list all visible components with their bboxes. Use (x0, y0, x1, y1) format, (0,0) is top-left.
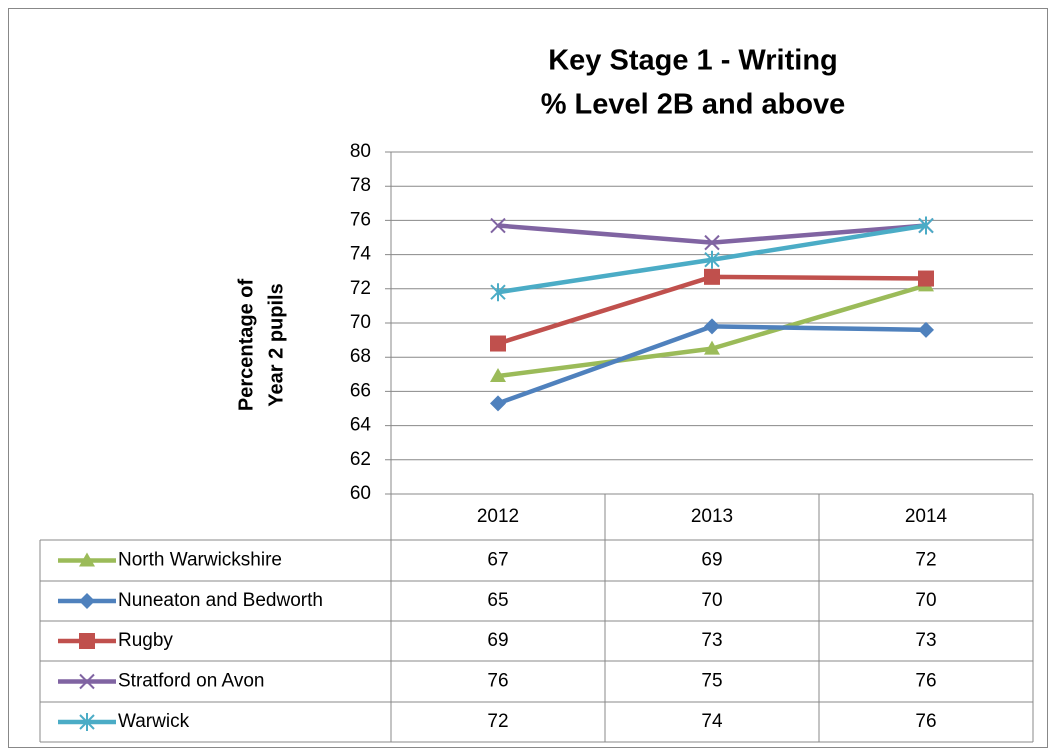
y-tick-label: 66 (350, 380, 371, 401)
marker (918, 321, 934, 338)
y-tick-label: 74 (350, 244, 372, 265)
marker (490, 395, 506, 412)
x-tick-label: 2014 (905, 506, 948, 527)
legend-label: Rugby (118, 630, 173, 651)
chart-title: Key Stage 1 - Writing (548, 45, 838, 77)
marker (704, 250, 720, 269)
x-tick-label: 2013 (691, 506, 733, 527)
table-value: 69 (487, 630, 508, 651)
y-tick-label: 70 (350, 312, 371, 333)
table-value: 75 (701, 671, 722, 692)
marker (490, 283, 506, 302)
legend-marker (79, 633, 95, 649)
y-tick-label: 72 (350, 278, 371, 299)
marker (704, 234, 720, 251)
table-value: 76 (487, 671, 508, 692)
y-axis-label: Percentage of (235, 279, 257, 412)
legend-marker (79, 593, 95, 609)
table-value: 73 (915, 630, 936, 651)
table-value: 76 (915, 671, 936, 692)
legend-label: Warwick (118, 711, 190, 732)
chart-border (8, 8, 1048, 748)
legend-marker (79, 552, 95, 567)
y-tick-label: 64 (350, 415, 372, 436)
y-tick-label: 78 (350, 175, 371, 196)
marker (490, 368, 506, 383)
table-value: 74 (701, 711, 723, 732)
y-tick-label: 80 (350, 141, 371, 162)
x-tick-label: 2012 (477, 506, 519, 527)
legend-label: North Warwickshire (118, 550, 282, 571)
marker (704, 340, 720, 355)
marker (490, 335, 506, 352)
legend-marker (79, 713, 95, 731)
table-value: 70 (915, 590, 936, 611)
y-tick-label: 68 (350, 346, 371, 367)
table-value: 72 (915, 550, 936, 571)
table-value: 69 (701, 550, 722, 571)
table-value: 72 (487, 711, 508, 732)
y-axis-label: Year 2 pupils (265, 283, 287, 406)
marker (704, 318, 720, 335)
table-value: 76 (915, 711, 936, 732)
table-value: 73 (701, 630, 722, 651)
y-tick-label: 76 (350, 209, 371, 230)
table-value: 67 (487, 550, 508, 571)
marker (490, 217, 506, 234)
y-tick-label: 62 (350, 449, 371, 470)
chart-title: % Level 2B and above (541, 89, 846, 121)
marker (704, 268, 720, 285)
marker (918, 270, 934, 287)
table-value: 70 (701, 590, 722, 611)
legend-marker (79, 673, 95, 690)
table-value: 65 (487, 590, 508, 611)
marker (918, 216, 934, 235)
y-tick-label: 60 (350, 483, 371, 504)
legend-label: Nuneaton and Bedworth (118, 590, 323, 611)
legend-label: Stratford on Avon (118, 671, 264, 692)
